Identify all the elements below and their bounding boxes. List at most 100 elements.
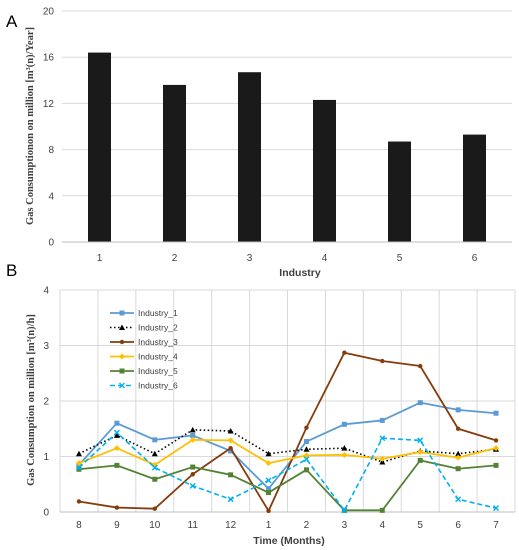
data-point	[455, 466, 461, 472]
data-point	[227, 437, 234, 444]
data-point	[189, 426, 196, 433]
legend-item: Industry_4	[110, 352, 178, 362]
x-tick-label: 10	[149, 520, 161, 531]
data-point	[304, 425, 309, 430]
data-point	[303, 446, 310, 452]
legend-item: Industry_3	[110, 337, 178, 347]
data-point	[151, 464, 158, 471]
data-point	[341, 445, 348, 451]
data-point	[113, 445, 120, 452]
data-point	[76, 499, 82, 504]
data-point	[303, 467, 309, 473]
x-tick-label: 9	[114, 520, 120, 531]
panel-a-letter: A	[6, 12, 18, 31]
data-point	[113, 429, 120, 436]
legend-item: Industry_2	[110, 323, 178, 333]
y-tick-label: 16	[43, 53, 55, 64]
data-point	[265, 450, 272, 457]
data-point	[228, 472, 234, 478]
data-point	[303, 456, 310, 463]
data-point	[228, 448, 234, 454]
x-tick-label: 4	[322, 253, 328, 264]
data-point	[379, 507, 385, 513]
data-point	[455, 407, 461, 413]
data-point	[265, 477, 272, 484]
data-point	[342, 350, 347, 355]
series-line	[78, 438, 497, 466]
bar-chart-x-title: Industry	[279, 267, 321, 279]
data-point	[493, 410, 499, 416]
data-point	[418, 363, 423, 369]
series-industry-1	[76, 400, 499, 492]
y-tick-label: 4	[43, 286, 49, 297]
data-point	[114, 420, 120, 426]
bar	[88, 52, 111, 242]
line-chart-legend: Industry_1 Industry_2 Industry_3 Industry_4…	[110, 308, 178, 391]
data-point	[152, 506, 157, 511]
data-point	[493, 445, 500, 452]
data-point	[493, 438, 499, 443]
data-point	[189, 436, 196, 443]
data-point	[379, 435, 386, 442]
data-point	[266, 486, 272, 492]
y-tick-label: 0	[48, 238, 54, 249]
data-point	[152, 476, 158, 482]
data-point	[493, 462, 499, 468]
data-point	[190, 464, 196, 470]
data-point	[152, 437, 158, 443]
bar-chart-x-ticks: 1 2 3 4 5 6	[97, 253, 478, 264]
x-tick-label: 11	[188, 520, 199, 531]
data-point	[303, 439, 309, 445]
data-point	[379, 417, 385, 423]
x-tick-label: 5	[397, 253, 403, 264]
data-point	[417, 457, 423, 463]
legend-label: Industry_4	[138, 352, 178, 362]
data-point	[119, 339, 125, 345]
legend-label: Industry_5	[138, 366, 178, 376]
series-line	[78, 431, 497, 512]
y-tick-label: 1	[43, 452, 49, 463]
data-point	[75, 464, 82, 471]
data-point	[75, 460, 82, 467]
data-point	[493, 505, 500, 512]
panel-b-letter: B	[6, 261, 17, 280]
legend-item: Industry_5	[110, 366, 178, 376]
bar	[313, 99, 336, 242]
line-chart-x-title: Time (Months)	[253, 535, 325, 547]
data-point	[455, 496, 462, 503]
data-point	[417, 449, 424, 456]
legend-label: Industry_1	[138, 308, 178, 318]
data-point	[119, 324, 125, 330]
x-tick-label: 1	[97, 253, 103, 264]
series-line	[78, 401, 497, 490]
data-point	[119, 353, 125, 360]
data-point	[417, 400, 423, 406]
y-tick-label: 2	[43, 397, 49, 408]
data-point	[119, 382, 125, 389]
data-point	[228, 445, 233, 451]
bar	[463, 134, 486, 242]
data-point	[266, 490, 272, 496]
x-tick-label: 8	[76, 520, 82, 531]
bar	[238, 72, 261, 242]
data-point	[119, 310, 125, 316]
line-chart-x-ticks: 8 9 10 11 12 1 2 3 4 5 6 7	[76, 520, 499, 531]
data-point	[113, 432, 120, 438]
bar-chart-y-title: Gas Consumptionon on million [m³(n)/Year…	[25, 27, 36, 225]
data-point	[190, 472, 195, 477]
bar-chart-bars	[88, 52, 486, 242]
bar-chart-gridlines	[62, 10, 512, 197]
x-tick-label: 6	[455, 520, 461, 531]
data-point	[75, 450, 82, 457]
y-tick-label: 0	[43, 508, 49, 519]
series-industry-6	[75, 429, 500, 514]
data-point	[190, 432, 196, 438]
bar-chart-y-ticks: 0 4 8 12 16 20	[43, 7, 55, 249]
x-tick-label: 1	[266, 520, 272, 531]
line-chart-y-ticks: 0 1 2 3 4	[43, 286, 49, 519]
x-tick-label: 2	[304, 520, 310, 531]
legend-label: Industry_3	[138, 337, 178, 347]
legend-item: Industry_1	[110, 308, 178, 318]
